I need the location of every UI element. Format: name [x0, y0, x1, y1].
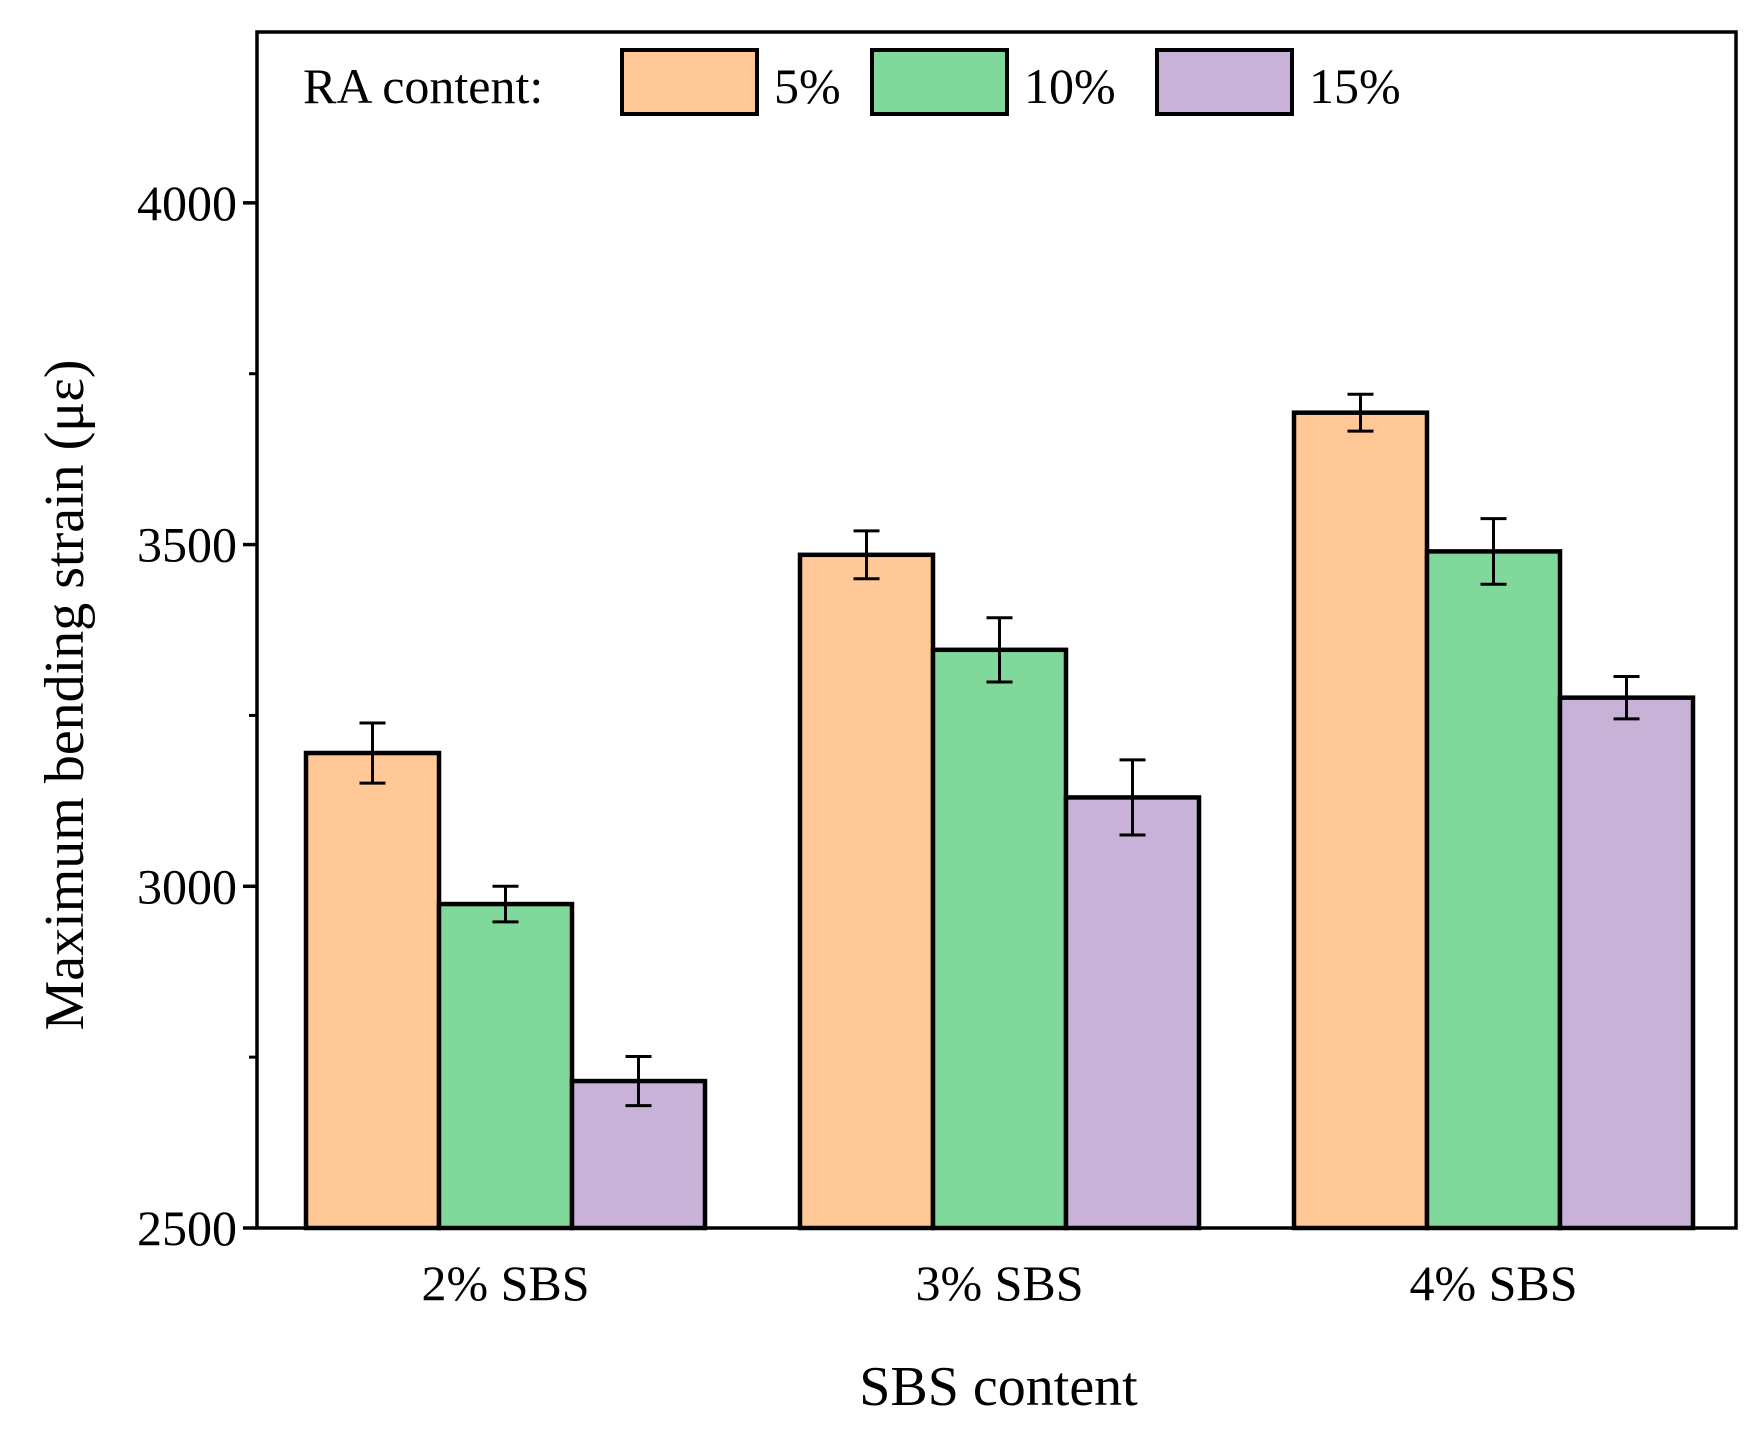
x-tick-label: 4% SBS — [1409, 1255, 1577, 1311]
legend-label-ra10: 10% — [1024, 58, 1116, 114]
bar-3SBS-ra10 — [930, 647, 1069, 1231]
x-tick-label: 2% SBS — [421, 1255, 589, 1311]
legend-swatch-ra15 — [1155, 48, 1294, 116]
legend-label-ra5: 5% — [774, 58, 841, 114]
bar-4SBS-ra10 — [1424, 549, 1563, 1231]
y-axis: 2500 3000 3500 4000 — [137, 175, 257, 1256]
bar-2SBS-ra10 — [436, 901, 575, 1231]
bars-layer — [303, 392, 1696, 1231]
bar-3SBS-ra5 — [797, 552, 936, 1231]
y-tick-label: 4000 — [137, 175, 237, 231]
legend-label-ra15: 15% — [1309, 58, 1401, 114]
legend-swatch-ra5 — [620, 48, 759, 116]
legend: RA content: 5% 10% 15% — [303, 48, 1401, 116]
legend-swatch-ra10 — [870, 48, 1009, 116]
bar-3SBS-ra15 — [1063, 795, 1202, 1231]
legend-title: RA content: — [303, 58, 543, 114]
y-tick-label: 3500 — [137, 517, 237, 573]
bar-4SBS-ra15 — [1557, 695, 1696, 1231]
bar-2SBS-ra5 — [303, 750, 442, 1231]
y-tick-label: 3000 — [137, 858, 237, 914]
bar-4SBS-ra5 — [1291, 410, 1430, 1231]
y-tick-label: 2500 — [137, 1200, 237, 1256]
x-axis: 2% SBS 3% SBS 4% SBS — [421, 1255, 1577, 1311]
x-axis-label: SBS content — [859, 1356, 1138, 1418]
x-tick-label: 3% SBS — [915, 1255, 1083, 1311]
y-axis-label: Maximum bending strain (με) — [34, 360, 96, 1031]
